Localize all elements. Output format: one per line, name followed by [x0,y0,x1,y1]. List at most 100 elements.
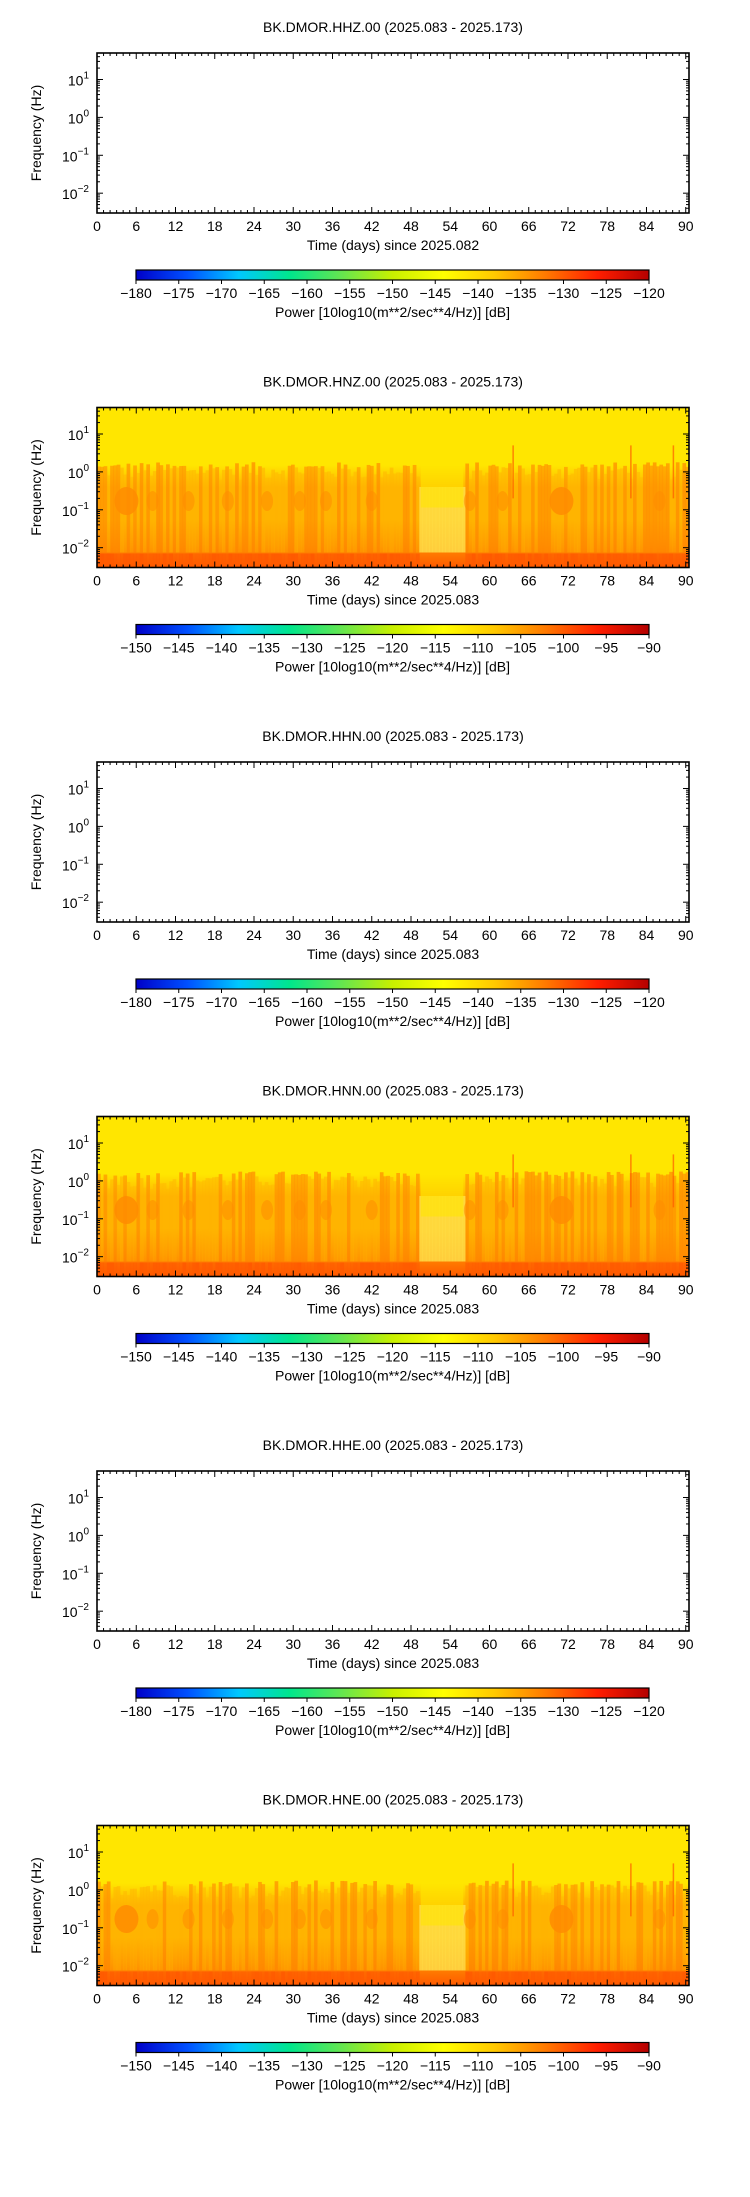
spectrogram-stripe [182,553,187,568]
spectrogram-stripe [429,1195,433,1262]
x-tick-label: 42 [364,927,380,943]
spectrogram-stripe [202,1887,206,1971]
spectrogram-stripe [534,1885,539,1971]
spectrogram-stripe [100,1886,104,1971]
spectrogram-stripe [412,1893,417,1971]
spectrogram-stripe [399,1894,404,1971]
colorbar-tick-label: −135 [248,1349,280,1365]
x-tick-label: 30 [285,1991,301,2007]
spectrogram-stripe [205,470,210,553]
x-tick-label: 48 [403,573,419,589]
y-tick-base: 10 [62,186,78,202]
spectrogram-stripe [346,1262,351,1277]
y-axis-label: Frequency (Hz) [28,85,44,181]
spectrogram-stripe [485,1176,489,1262]
spectrogram-stripe [531,464,535,553]
spectrogram-stripe [672,476,677,553]
x-tick-label: 6 [132,1991,140,2007]
spectrogram-stripe [623,465,627,553]
colorbar-label: Power [10log10(m**2/sec**4/Hz)] [dB] [275,304,510,320]
spectrogram-stripe [432,1904,437,1971]
spectrogram-stripe [129,1186,134,1262]
spectrogram-stripe [323,553,328,568]
x-tick-label: 24 [246,1636,262,1652]
spectrogram-stripe [626,1262,631,1277]
y-tick-label: 10−1 [62,855,89,873]
spectrogram-stripe [590,1182,595,1262]
x-tick-label: 42 [364,573,380,589]
spectrogram-stripe [616,1971,621,1986]
x-tick-label: 78 [599,573,615,589]
spectrogram-stripe [202,553,206,568]
spectrogram-stripe [662,1175,667,1262]
y-tick-exponent: −2 [78,1602,90,1613]
spectrogram-stripe [662,1262,667,1277]
spectrogram-stripe [458,1904,463,1971]
spectrogram-stripe [228,469,233,553]
spectrogram-stripe [300,1262,305,1277]
spectrogram-stripe [208,553,213,568]
x-tick-label: 0 [93,1991,101,2007]
spectrogram-stripe [182,465,187,553]
spectrogram-stripe [541,1262,545,1277]
spectrogram-stripe [113,1175,118,1262]
spectrogram-stripe [297,472,302,553]
spectrogram-stripe [590,467,595,553]
spectrogram-stripe [649,1182,654,1262]
x-tick-label: 78 [599,1282,615,1298]
microseism-burst [653,1200,666,1221]
x-tick-label: 6 [132,1282,140,1298]
colorbar-tick-label: −90 [637,640,661,656]
spectrogram-stripe [580,1882,585,1971]
y-tick-base: 10 [68,427,84,443]
spectrogram-stripe [439,1904,443,1971]
x-tick-label: 66 [521,1991,537,2007]
spectrogram-stripe [294,1971,299,1986]
colorbar-tick-label: −140 [206,1349,238,1365]
x-tick-label: 18 [207,1636,223,1652]
x-tick-label: 60 [482,1636,498,1652]
spectrogram-stripe [159,1890,164,1971]
x-tick-label: 42 [364,1991,380,2007]
spectrogram-stripe [113,1971,118,1986]
colorbar-tick-label: −135 [505,285,537,301]
spectrogram-stripe [399,553,404,568]
microseism-burst [319,491,332,512]
spectrogram-stripe [162,553,167,568]
colorbar-tick-label: −150 [377,1703,409,1719]
spectrogram-stripe [393,1181,397,1262]
spectrogram-stripe [360,553,364,568]
x-axis: 0 6 12 18 24 30 36 42 48 54 60 66 72 78 84 90 [93,53,694,234]
transient-spike [630,1154,632,1208]
chart-title: BK.DMOR.HNE.00 (2025.083 - 2025.173) [263,1792,524,1808]
spectrogram-stripe [544,1262,548,1277]
spectrogram-stripe [402,553,407,568]
spectrogram-stripe [550,553,555,568]
spectrogram-stripe [386,1175,391,1262]
spectrogram-stripe [419,486,423,553]
y-tick-label: 10−2 [62,1248,89,1266]
spectrogram-stripe [642,553,647,568]
spectrogram-stripe [498,1262,502,1277]
spectrogram-stripe [508,1888,512,1971]
spectrogram-stripe [471,1262,476,1277]
colorbar-gradient [135,1687,650,1699]
y-tick-label: 10−1 [62,1564,89,1582]
spectrogram-stripe [514,1262,519,1277]
spectrogram-stripe [353,553,358,568]
spectrogram-stripe [498,1180,502,1262]
spectrogram-stripe [113,1262,118,1277]
spectrogram-stripe [172,553,177,568]
spectrogram-stripe [277,1971,282,1986]
spectrogram-stripe [633,1889,637,1971]
x-tick-label: 18 [207,218,223,234]
spectrogram-stripe [616,1262,621,1277]
spectrogram-stripe [363,1262,368,1277]
spectrogram-stripe [346,469,351,553]
spectrogram-stripe [570,1171,575,1262]
spectrogram-stripe [156,1971,160,1986]
spectrogram-stripe [406,1971,410,1986]
spectrogram-stripe [156,1173,160,1262]
colorbar-tick-label: −165 [248,1703,280,1719]
x-tick-label: 66 [521,1282,537,1298]
